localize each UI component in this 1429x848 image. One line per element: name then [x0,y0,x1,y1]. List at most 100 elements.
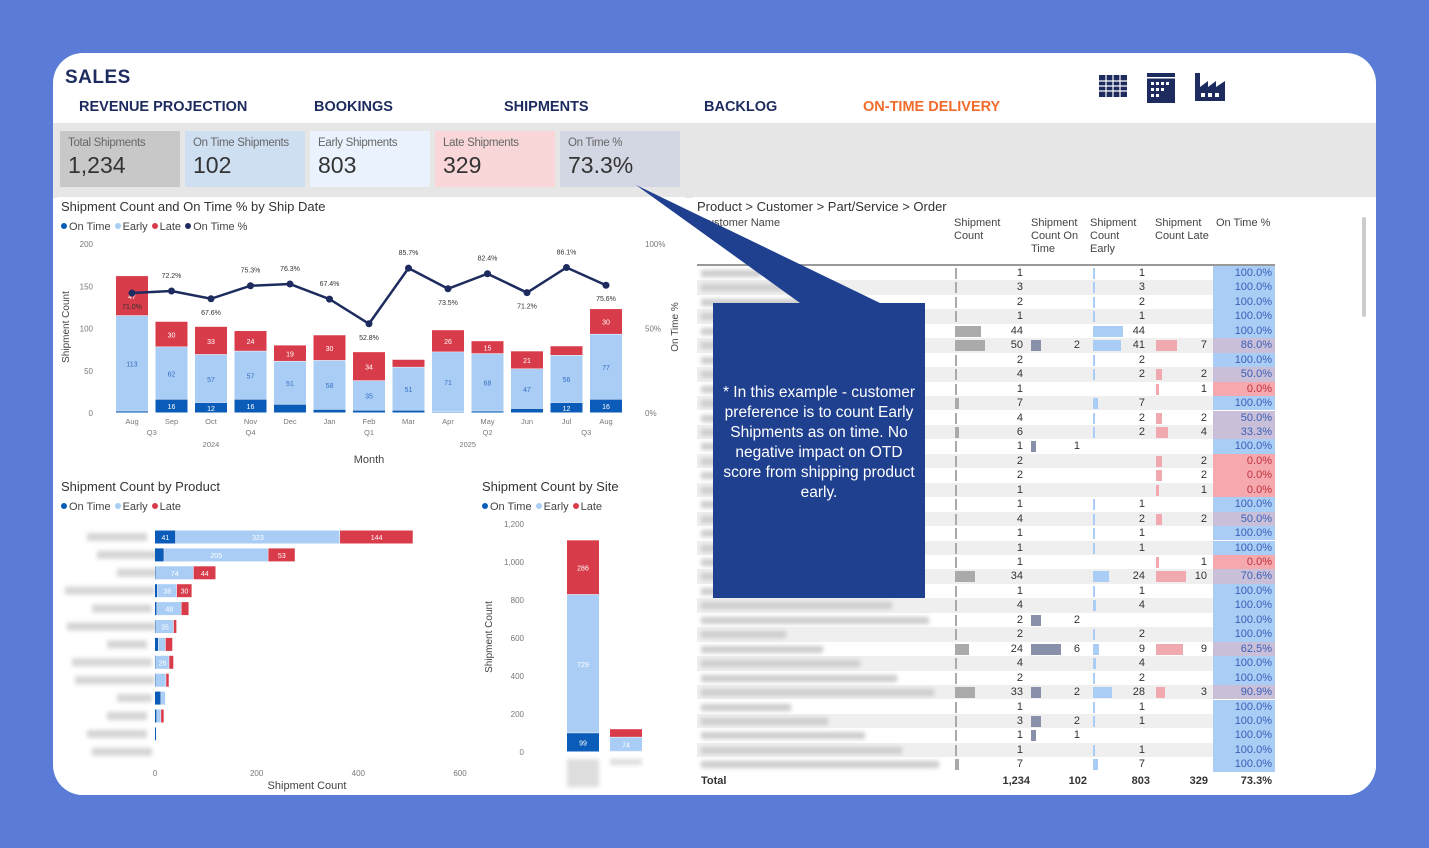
table-row[interactable]: 1 1 100.0% [697,266,1275,281]
data-label: 71 [444,380,452,387]
product-label-redacted [97,550,177,559]
calendar-icon[interactable] [1147,73,1175,103]
col-on-time[interactable]: Shipment Count On Time [1031,217,1079,255]
table-row[interactable]: 7 7 100.0% [697,757,1275,772]
data-bar [955,268,957,279]
data-label: 68 [484,381,492,388]
bar-early [195,354,227,403]
table-icon[interactable] [1099,73,1127,99]
cell-shipment-count: 2 [1016,628,1023,641]
legend-item[interactable]: Early [535,501,569,513]
cell-early: 2 [1138,512,1145,525]
table-row[interactable]: 2 2 100.0% [697,670,1275,685]
product-label-redacted [107,712,147,720]
table-row[interactable]: 2 2 100.0% [697,612,1275,628]
customer-name-redacted [701,631,786,639]
table-row[interactable]: 2 2 100.0% [697,627,1275,642]
kpi-card: Early Shipments 803 [310,131,430,187]
bar-on-time [195,402,227,413]
cell-on-time-pct: 100.0% [1213,598,1275,613]
cell-early: 7 [1138,758,1145,771]
legend-item[interactable]: Early [114,501,148,513]
col-shipment-count[interactable]: Shipment Count [954,217,1001,242]
bar-early [313,360,346,410]
data-label: 47 [523,387,531,394]
data-bar [1031,715,1041,727]
bar-early [274,361,306,405]
table-row[interactable]: 1 1 100.0% [697,742,1275,758]
table-row[interactable]: 33 2 28 3 90.9% [697,685,1275,700]
cell-shipment-count: 7 [1016,397,1023,410]
data-bar [955,369,958,381]
data-bar [955,455,957,467]
table-row[interactable]: 3 2 1 100.0% [697,713,1275,729]
cell-early: 2 [1138,411,1145,424]
nav-revenue-projection[interactable]: REVENUE PROJECTION [79,99,248,115]
data-bar [1031,643,1061,655]
bar-on-time [155,637,159,651]
table-row[interactable]: 2 2 100.0% [697,294,1275,310]
y2-axis-label: On Time % [670,302,681,352]
pct-label: 85.7% [399,250,419,257]
cell-late: 1 [1200,556,1207,568]
legend-item[interactable]: Early [114,221,148,233]
table-row[interactable]: 4 4 100.0% [697,656,1275,671]
cell-on-time-pct: 100.0% [1213,728,1275,743]
bar-late [274,345,306,361]
on-time-pct-point [405,264,412,272]
x-tick: 600 [453,769,467,778]
table-row[interactable]: 1 1 100.0% [697,728,1275,743]
col-on-time-pct[interactable]: On Time % [1216,217,1271,229]
kpi-label: On Time % [568,137,623,149]
bar-early [234,351,267,399]
legend-item[interactable]: Late [151,501,181,513]
nav-backlog[interactable]: BACKLOG [704,99,778,115]
bar-early [156,673,166,687]
nav-bookings[interactable]: BOOKINGS [314,99,393,115]
legend-item[interactable]: Late [151,221,181,233]
bar-early [471,353,504,411]
y2-tick: 50% [645,325,661,334]
pct-label: 71.0% [122,304,142,311]
product-chart-panel: Shipment Count by Product On Time Early La… [57,477,471,795]
data-label: 62 [168,371,176,378]
data-bar [955,614,957,626]
col-early[interactable]: Shipment Count Early [1090,217,1137,255]
pct-label: 67.4% [320,281,340,288]
bar-late [181,602,189,616]
table-row[interactable]: 24 6 9 9 62.5% [697,641,1275,657]
cell-late: 10 [1194,570,1207,583]
scrollbar[interactable] [1362,217,1366,317]
data-bar [1031,687,1041,699]
legend-label: Late [580,501,603,513]
legend-item[interactable]: On Time [61,221,111,233]
on-time-pct-point [484,270,491,278]
nav-on-time-delivery[interactable]: ON-TIME DELIVERY [863,99,1001,115]
data-bar [955,441,957,453]
pct-label: 75.3% [241,268,261,275]
data-label: 144 [371,535,383,542]
data-bar [1093,354,1095,366]
site-label-redacted [567,759,599,787]
cell-on-time-pct: 100.0% [1213,670,1275,685]
legend-item[interactable]: On Time % [185,221,247,233]
legend-item[interactable]: Late [572,501,603,513]
data-label: 16 [168,404,176,411]
cell-shipment-count: 2 [1016,469,1023,482]
factory-icon[interactable] [1195,73,1225,101]
table-row[interactable]: 4 4 100.0% [697,598,1275,613]
y-tick: 0 [520,748,525,757]
legend-item[interactable]: On Time [482,501,532,513]
nav-shipments[interactable]: SHIPMENTS [504,99,589,115]
col-late[interactable]: Shipment Count Late [1155,217,1209,242]
table-row[interactable]: 1 1 100.0% [697,699,1275,714]
data-bar [955,412,958,424]
legend-item[interactable]: On Time [61,501,111,513]
cell-on-time-pct: 100.0% [1213,713,1275,729]
pct-label: 73.5% [438,300,458,307]
cell-shipment-count: 3 [1016,281,1023,294]
data-label: 47 [128,294,136,301]
bar-late [195,326,227,355]
data-bar [955,296,957,308]
bar-early [610,737,642,751]
